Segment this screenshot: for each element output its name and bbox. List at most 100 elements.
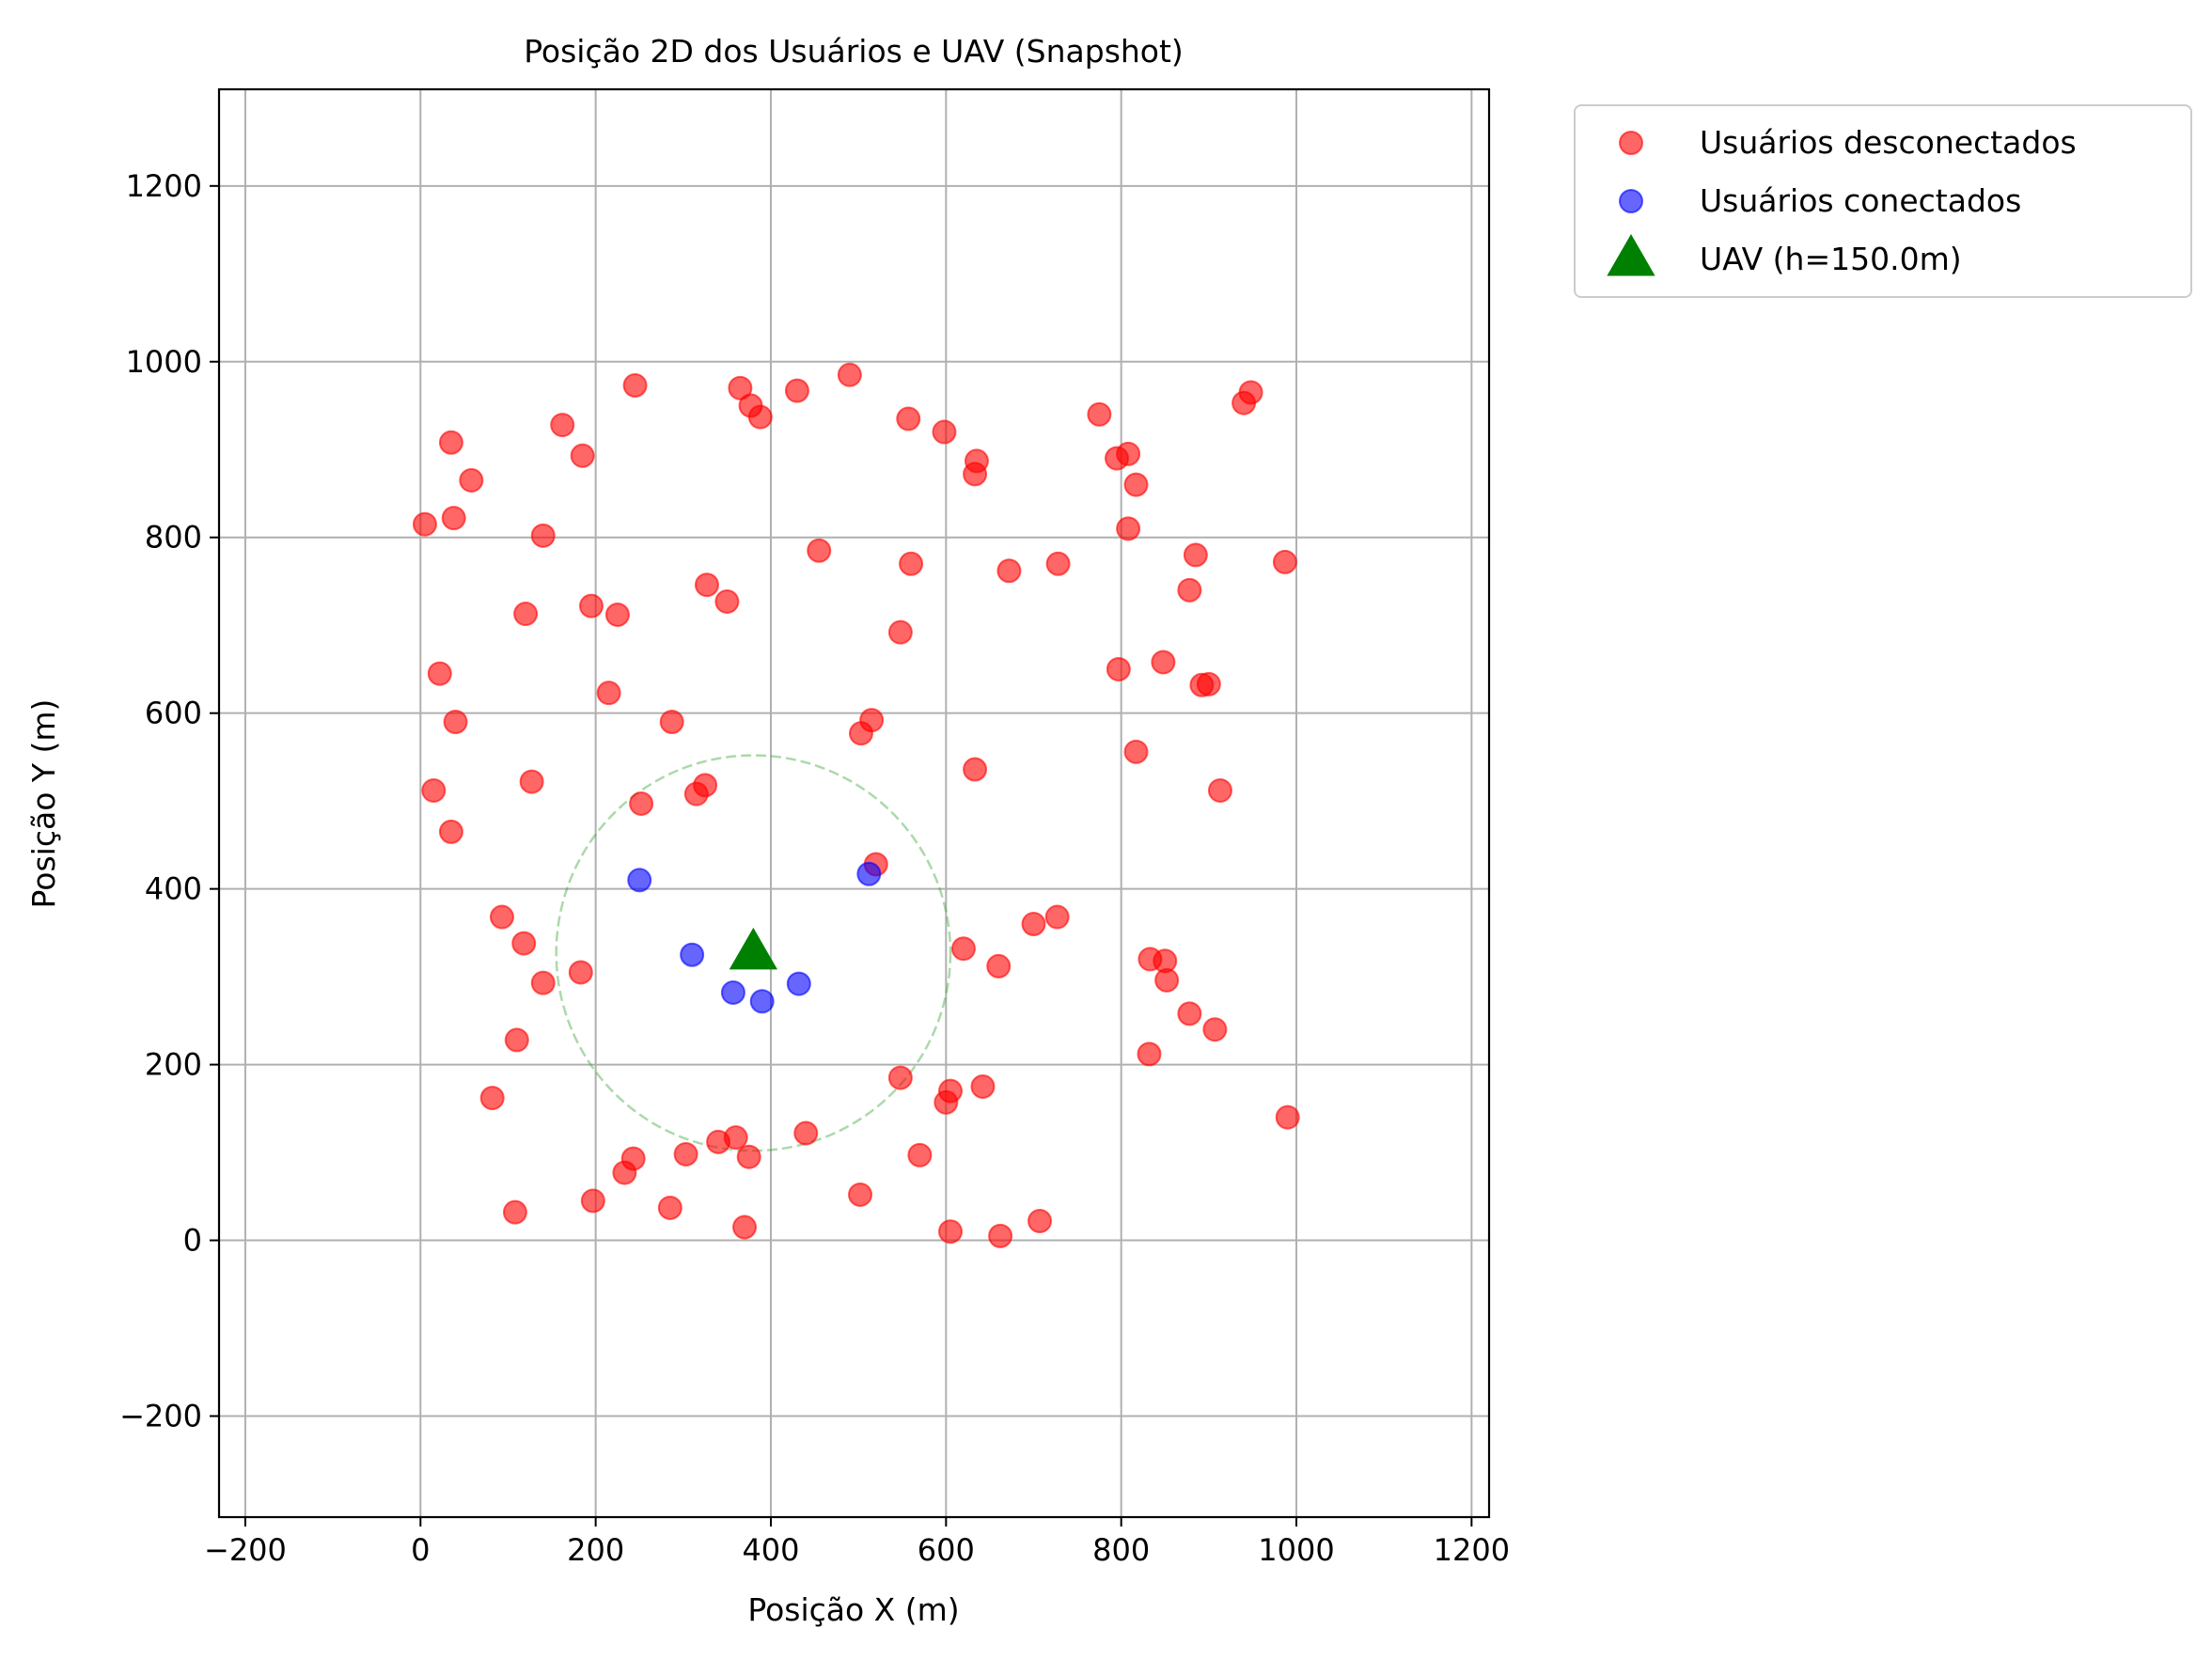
x-tick-label: 400 <box>742 1532 799 1568</box>
disconnected-user-point <box>970 1073 996 1099</box>
disconnected-user-point <box>550 413 575 438</box>
disconnected-user-point <box>1238 380 1263 405</box>
disconnected-user-point <box>694 572 719 598</box>
disconnected-user-point <box>1116 516 1141 541</box>
disconnected-user-point <box>1272 549 1297 574</box>
disconnected-user-point <box>1105 446 1130 471</box>
y-tick-label: 400 <box>145 871 202 907</box>
y-tick-label: 800 <box>145 520 202 556</box>
disconnected-user-point <box>504 1027 529 1053</box>
disconnected-user-point <box>986 953 1012 979</box>
plot-frame <box>217 87 1491 1519</box>
disconnected-user-point <box>443 710 468 735</box>
legend-label: UAV (h=150.0m) <box>1700 241 1962 277</box>
disconnected-user-point <box>899 551 924 576</box>
y-axis-ticks: −200 0 200 400 600 800 1000 1200 <box>119 168 219 1434</box>
x-axis-ticks: −200 0 200 400 600 800 1000 1200 <box>204 1517 1510 1568</box>
disconnected-user-point <box>604 602 630 627</box>
disconnected-user-point <box>807 538 832 563</box>
disconnected-user-point <box>629 791 654 816</box>
disconnected-user-point <box>1087 401 1112 427</box>
y-tick-label: 1200 <box>126 168 202 204</box>
disconnected-user-point <box>887 619 913 645</box>
disconnected-user-point <box>1177 577 1202 603</box>
disconnected-user-point <box>1202 1017 1228 1042</box>
legend-marker <box>1619 189 1643 213</box>
disconnected-user-point <box>747 404 773 430</box>
disconnected-user-point <box>1045 551 1071 576</box>
disconnected-user-point <box>907 1142 933 1167</box>
y-tick-label: 600 <box>145 696 202 731</box>
legend-label: Usuários conectados <box>1700 182 2021 219</box>
disconnected-user-point <box>887 1065 913 1090</box>
disconnected-user-point <box>568 960 593 985</box>
disconnected-user-point <box>1183 542 1208 568</box>
grid-lines <box>219 89 1489 1517</box>
data-points <box>412 362 1300 1248</box>
disconnected-user-point <box>896 406 921 431</box>
disconnected-user-point <box>412 511 437 537</box>
disconnected-user-point <box>1275 1104 1300 1130</box>
disconnected-user-point <box>1021 912 1046 937</box>
disconnected-user-point <box>511 931 537 956</box>
x-tick-label: 1000 <box>1258 1532 1334 1568</box>
disconnected-user-point <box>513 602 539 627</box>
disconnected-user-point <box>963 462 988 487</box>
y-tick-label: 0 <box>183 1223 202 1259</box>
disconnected-user-point <box>1196 671 1221 697</box>
disconnected-user-point <box>657 1195 682 1220</box>
disconnected-user-point <box>459 467 484 493</box>
x-tick-label: 0 <box>411 1532 430 1568</box>
legend-label: Usuários desconectados <box>1700 124 2077 161</box>
disconnected-user-point <box>519 769 544 794</box>
disconnected-user-point <box>723 1125 748 1151</box>
x-tick-label: 1200 <box>1434 1532 1510 1568</box>
disconnected-user-point <box>438 819 463 844</box>
disconnected-user-point <box>489 904 514 930</box>
disconnected-user-point <box>570 443 595 468</box>
connected-user-point <box>749 989 775 1014</box>
disconnected-user-point <box>1028 1208 1053 1233</box>
disconnected-user-point <box>530 970 556 995</box>
disconnected-user-point <box>1106 656 1131 681</box>
legend-marker <box>1619 131 1643 155</box>
disconnected-user-point <box>996 558 1022 584</box>
disconnected-user-point <box>441 506 466 531</box>
x-tick-label: 600 <box>918 1532 975 1568</box>
connected-user-point <box>856 861 882 886</box>
disconnected-user-point <box>1207 777 1232 803</box>
disconnected-user-point <box>732 1214 758 1240</box>
y-axis-label: Posição Y (m) <box>25 699 62 909</box>
disconnected-user-point <box>578 593 604 619</box>
disconnected-user-point <box>1151 650 1176 675</box>
legend-box <box>1574 104 2192 298</box>
disconnected-user-point <box>1137 1041 1162 1067</box>
disconnected-user-point <box>848 1182 873 1207</box>
disconnected-user-point <box>714 588 740 614</box>
disconnected-user-point <box>937 1219 963 1245</box>
disconnected-user-point <box>421 777 447 803</box>
x-tick-label: 800 <box>1092 1532 1150 1568</box>
disconnected-user-point <box>932 419 957 445</box>
disconnected-user-point <box>580 1188 605 1214</box>
disconnected-user-point <box>728 375 753 400</box>
x-tick-label: −200 <box>204 1532 287 1568</box>
y-tick-label: −200 <box>119 1399 202 1434</box>
disconnected-user-point <box>963 757 988 782</box>
disconnected-user-point <box>479 1086 505 1111</box>
disconnected-user-point <box>502 1199 527 1225</box>
connected-user-point <box>786 971 811 996</box>
disconnected-user-point <box>596 681 621 706</box>
disconnected-user-point <box>736 1144 761 1169</box>
disconnected-user-point <box>837 362 862 387</box>
disconnected-user-point <box>950 936 976 962</box>
legend: Usuários desconectados Usuários conectado… <box>1574 104 2192 298</box>
disconnected-user-point <box>784 378 809 403</box>
disconnected-user-point <box>620 1146 646 1171</box>
connected-user-point <box>680 942 705 967</box>
legend-marker <box>1607 234 1655 276</box>
x-axis-label: Posição X (m) <box>747 1591 959 1628</box>
disconnected-user-point <box>1044 904 1070 930</box>
disconnected-user-point <box>427 661 452 686</box>
